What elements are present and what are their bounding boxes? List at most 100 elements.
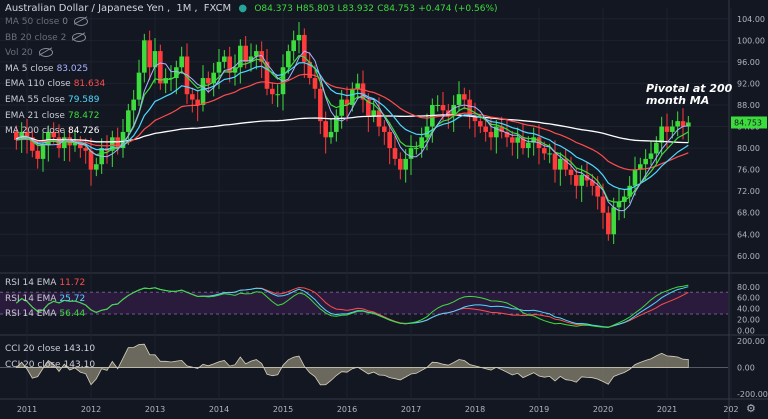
candle-body — [355, 83, 360, 89]
legend-label: RSI 14 EMA — [5, 293, 57, 304]
candle-body — [227, 56, 232, 73]
candle-body — [51, 131, 56, 138]
candle-body — [72, 142, 78, 146]
candle-body — [200, 78, 206, 105]
status-dot-icon: ● — [238, 3, 248, 14]
x-tick-label: 2021 — [657, 405, 677, 414]
ohlc-high: H85.803 — [296, 4, 335, 14]
settings-gear-icon[interactable]: ⚙ — [746, 402, 756, 415]
candle-body — [638, 164, 643, 170]
cci-tick-label: -200.00 — [737, 390, 768, 399]
legend-item[interactable]: MA 200 close 84.726 — [5, 126, 100, 137]
candle-body — [126, 110, 131, 132]
x-tick-label: 2017 — [401, 405, 421, 414]
legend-value: 0 — [62, 17, 69, 27]
eye-hidden-icon[interactable] — [38, 48, 53, 58]
legend-item[interactable]: EMA 55 close 79.589 — [5, 95, 99, 106]
candle-body — [259, 51, 264, 62]
candle-body — [483, 126, 488, 132]
candle-body — [424, 126, 430, 138]
x-tick-label: 2011 — [17, 405, 37, 414]
symbol-title[interactable]: Australian Dollar / Japanese Yen — [5, 3, 164, 14]
ema-55-line — [16, 62, 689, 191]
candle-body — [88, 150, 94, 170]
y-tick-label: 64.00 — [737, 230, 760, 239]
x-tick-label: 202 — [723, 405, 738, 414]
candle-body — [568, 169, 574, 176]
x-tick-label: 2013 — [145, 405, 165, 414]
legend-item[interactable]: MA 5 close 83.025 — [5, 64, 88, 75]
candle-body — [360, 83, 366, 100]
candle-body — [40, 145, 46, 159]
y-tick-label: 96.00 — [737, 58, 760, 67]
cci-legend-item[interactable]: CCI 20 close 143.10 — [5, 344, 95, 355]
candle-body — [606, 212, 611, 235]
candle-body — [510, 137, 515, 143]
eye-hidden-icon[interactable] — [74, 17, 89, 26]
candle-body — [264, 61, 270, 89]
legend-label: CCI 20 close — [5, 360, 61, 370]
candle-body — [382, 126, 387, 132]
rsi-legend-item[interactable]: RSI 14 EMA 56.44 — [5, 309, 85, 320]
eye-hidden-icon[interactable] — [72, 32, 87, 42]
candle-body — [307, 61, 312, 79]
candle-body — [328, 131, 334, 138]
candle-body — [110, 137, 115, 151]
annotation-line-2: month MA — [646, 94, 710, 107]
candle-body — [520, 137, 526, 149]
candle-body — [190, 94, 195, 100]
legend-item[interactable]: Vol 20 — [5, 48, 53, 59]
rsi-legend-item[interactable]: RSI 14 EMA 11.72 — [5, 278, 85, 289]
candle-body — [467, 99, 472, 116]
candle-body — [334, 115, 339, 132]
legend-label: EMA 55 close — [5, 95, 65, 105]
candle-body — [195, 99, 200, 105]
legend-item[interactable]: MA 50 close 0 — [5, 17, 89, 28]
candle-body — [408, 148, 414, 159]
candle-body — [286, 51, 291, 68]
candle-body — [238, 45, 243, 68]
candle-body — [515, 137, 520, 143]
rsi-tick-label: 80.00 — [737, 283, 760, 292]
candle-body — [504, 131, 510, 138]
legend-item[interactable]: EMA 110 close 81.634 — [5, 79, 105, 90]
candle-body — [216, 61, 222, 73]
candle-body — [376, 110, 382, 127]
candle-body — [643, 158, 648, 165]
cci-tick-label: 200.00 — [737, 337, 765, 346]
cci-tick-label: 0.00 — [737, 364, 755, 373]
x-tick-label: 2015 — [273, 405, 293, 414]
last-price-label: 84.753 — [734, 118, 762, 127]
candle-body — [398, 158, 403, 170]
candle-body — [83, 148, 88, 151]
candle-body — [472, 115, 478, 122]
x-tick-label: 2019 — [529, 405, 549, 414]
y-tick-label: 88.00 — [737, 101, 760, 110]
candle-body — [243, 45, 248, 62]
legend-value: 83.025 — [56, 63, 89, 74]
rsi-legend-item[interactable]: RSI 14 EMA 25.72 — [5, 294, 85, 305]
candle-body — [419, 137, 424, 149]
candle-body — [387, 131, 392, 149]
candle-body — [451, 104, 456, 116]
candle-body — [675, 121, 680, 127]
x-tick-label: 2016 — [337, 405, 357, 414]
legend-item[interactable]: EMA 21 close 78.472 — [5, 111, 99, 122]
candle-body — [296, 34, 302, 41]
ohlc-close: C84.753 — [377, 4, 416, 14]
y-tick-label: 60.00 — [737, 252, 760, 261]
x-tick-label: 2018 — [465, 405, 485, 414]
candle-body — [392, 148, 398, 159]
cci-legend-item[interactable]: CCI 20 close 143.10 — [5, 360, 95, 371]
legend-value: 81.634 — [73, 79, 106, 90]
rsi-tick-label: 0.00 — [737, 326, 755, 335]
legend-label: EMA 21 close — [5, 110, 65, 121]
candle-body — [136, 72, 142, 100]
candle-body — [179, 56, 184, 68]
interval-label[interactable]: 1M — [176, 3, 192, 14]
ohlc-low: L83.932 — [337, 4, 375, 14]
legend-item[interactable]: BB 20 close 2 — [5, 32, 87, 44]
y-tick-label: 76.00 — [737, 166, 760, 175]
candle-body — [648, 153, 654, 159]
